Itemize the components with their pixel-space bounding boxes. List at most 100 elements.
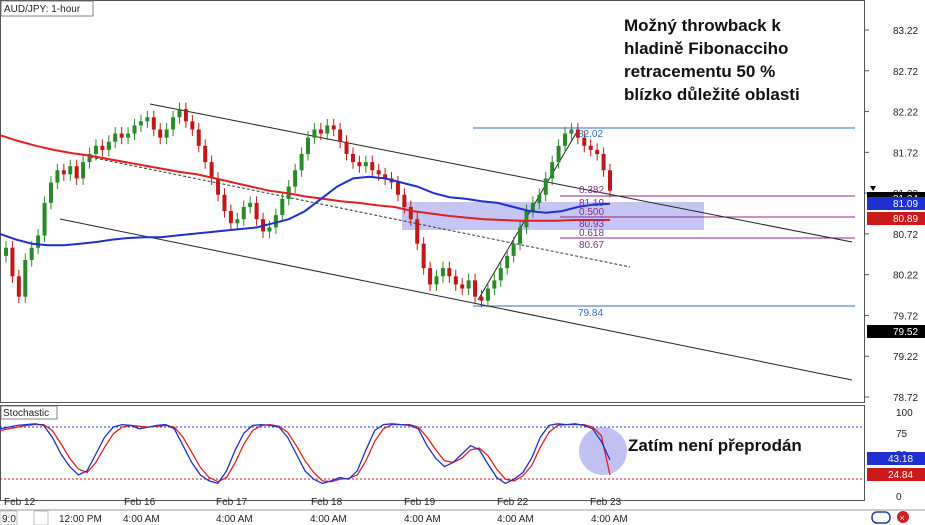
candle-body <box>376 170 381 175</box>
candle-body <box>415 219 420 244</box>
sma-blue-line <box>0 175 611 247</box>
time-label-2: 4:00 AM <box>123 514 160 525</box>
candle-body <box>23 259 28 297</box>
candle-body <box>569 129 574 134</box>
candle-body <box>434 276 439 285</box>
candle-body <box>402 194 407 207</box>
candle-body <box>106 141 111 150</box>
candle-body <box>196 129 201 146</box>
candle-body <box>505 255 510 269</box>
candle-body <box>81 162 86 179</box>
candle-body <box>138 121 143 126</box>
candle-body <box>119 133 124 138</box>
date-label-0: Feb 12 <box>4 497 36 508</box>
stoch-badge-red-text: 24.84 <box>888 470 913 481</box>
candle-body <box>511 243 516 256</box>
channel-mid <box>89 156 631 268</box>
fib-label-382-name: 0.382 <box>579 185 604 196</box>
stoch-highlight-circle <box>579 427 627 475</box>
candle-body <box>350 153 355 163</box>
fib-label-500-name: 0.500 <box>579 207 604 218</box>
stoch-tick-label: 100 <box>896 408 913 419</box>
candle-body <box>582 137 587 146</box>
date-label-5: Feb 22 <box>497 497 529 508</box>
close-icon[interactable]: × <box>897 511 909 523</box>
candle-body <box>293 170 298 187</box>
annotation-stoch: Zatím není přeprodán <box>628 436 802 455</box>
badge-low-text: 79.52 <box>893 327 918 338</box>
candle-body <box>428 268 433 285</box>
candle-body <box>575 129 580 138</box>
candle-body <box>537 194 542 203</box>
candle-body <box>595 149 600 154</box>
time-label-0: 9:0 <box>2 514 16 525</box>
badge-blue-text: 81.09 <box>893 199 918 210</box>
stoch-tick-label: 75 <box>896 429 908 440</box>
candle-body <box>183 109 188 122</box>
candle-body <box>273 215 278 228</box>
time-label-3: 4:00 AM <box>216 514 253 525</box>
candle-body <box>601 153 606 171</box>
candle-body <box>383 174 388 179</box>
candle-body <box>254 202 259 220</box>
candle-body <box>203 145 208 163</box>
date-label-3: Feb 18 <box>311 497 343 508</box>
candle-body <box>171 117 176 130</box>
candle-body <box>267 227 272 232</box>
candle-body <box>608 170 612 191</box>
candle-body <box>177 109 182 118</box>
candle-body <box>16 276 21 297</box>
fib-label-high: 82.02 <box>578 129 603 140</box>
candle-body <box>68 166 73 175</box>
candle-body <box>74 166 79 179</box>
candle-body <box>485 288 490 301</box>
stoch-title: Stochastic <box>3 408 49 419</box>
annotation-line-3: retracementu 50 % <box>624 62 775 81</box>
candle-body <box>306 137 310 154</box>
fib-label-500: 80.93 <box>579 219 604 230</box>
fib-label-382: 81.19 <box>579 198 604 209</box>
link-icon[interactable] <box>871 511 891 524</box>
candle-body <box>132 125 137 134</box>
candle-body <box>93 145 98 154</box>
candle-body <box>498 268 503 281</box>
stoch-k-line <box>0 423 611 485</box>
candle-body <box>241 206 246 220</box>
candle-body <box>55 170 60 183</box>
candle-body <box>48 182 53 203</box>
candle-body <box>10 247 15 277</box>
badge-red <box>867 212 925 225</box>
annotation-line-4: blízko důležité oblasti <box>624 85 800 104</box>
candle-body <box>408 206 413 220</box>
candle-body <box>190 121 195 130</box>
candle-body <box>421 243 426 269</box>
candle-body <box>588 145 593 150</box>
sma-red-line <box>0 134 610 222</box>
candle-body <box>87 153 92 163</box>
candle-body <box>325 125 330 134</box>
candle-body <box>518 227 523 244</box>
candle-body <box>453 276 458 285</box>
price-tick-label: 80.22 <box>893 271 918 282</box>
candle-body <box>460 284 465 289</box>
svg-text:×: × <box>900 513 905 523</box>
candle-body <box>357 162 362 167</box>
time-label-7: 4:00 AM <box>591 514 628 525</box>
price-tick-label: 82.22 <box>893 108 918 119</box>
candle-body <box>228 211 233 224</box>
candle-body <box>235 219 240 224</box>
candle-body <box>563 133 568 146</box>
annotation-line-1: Možný throwback k <box>624 16 781 35</box>
candle-body <box>248 202 253 207</box>
candle-body <box>312 129 317 138</box>
time-label-4: 4:00 AM <box>310 514 347 525</box>
time-label-6: 4:00 AM <box>497 514 534 525</box>
candle-body <box>145 117 150 122</box>
price-tick-label: 82.72 <box>893 67 918 78</box>
stoch-d-line <box>0 423 611 483</box>
candle-body <box>331 125 336 130</box>
candle-body <box>158 129 163 138</box>
badge-blue <box>867 197 925 210</box>
fib-label-618-name: 0.618 <box>579 228 604 239</box>
stoch-badge-red <box>867 468 925 481</box>
